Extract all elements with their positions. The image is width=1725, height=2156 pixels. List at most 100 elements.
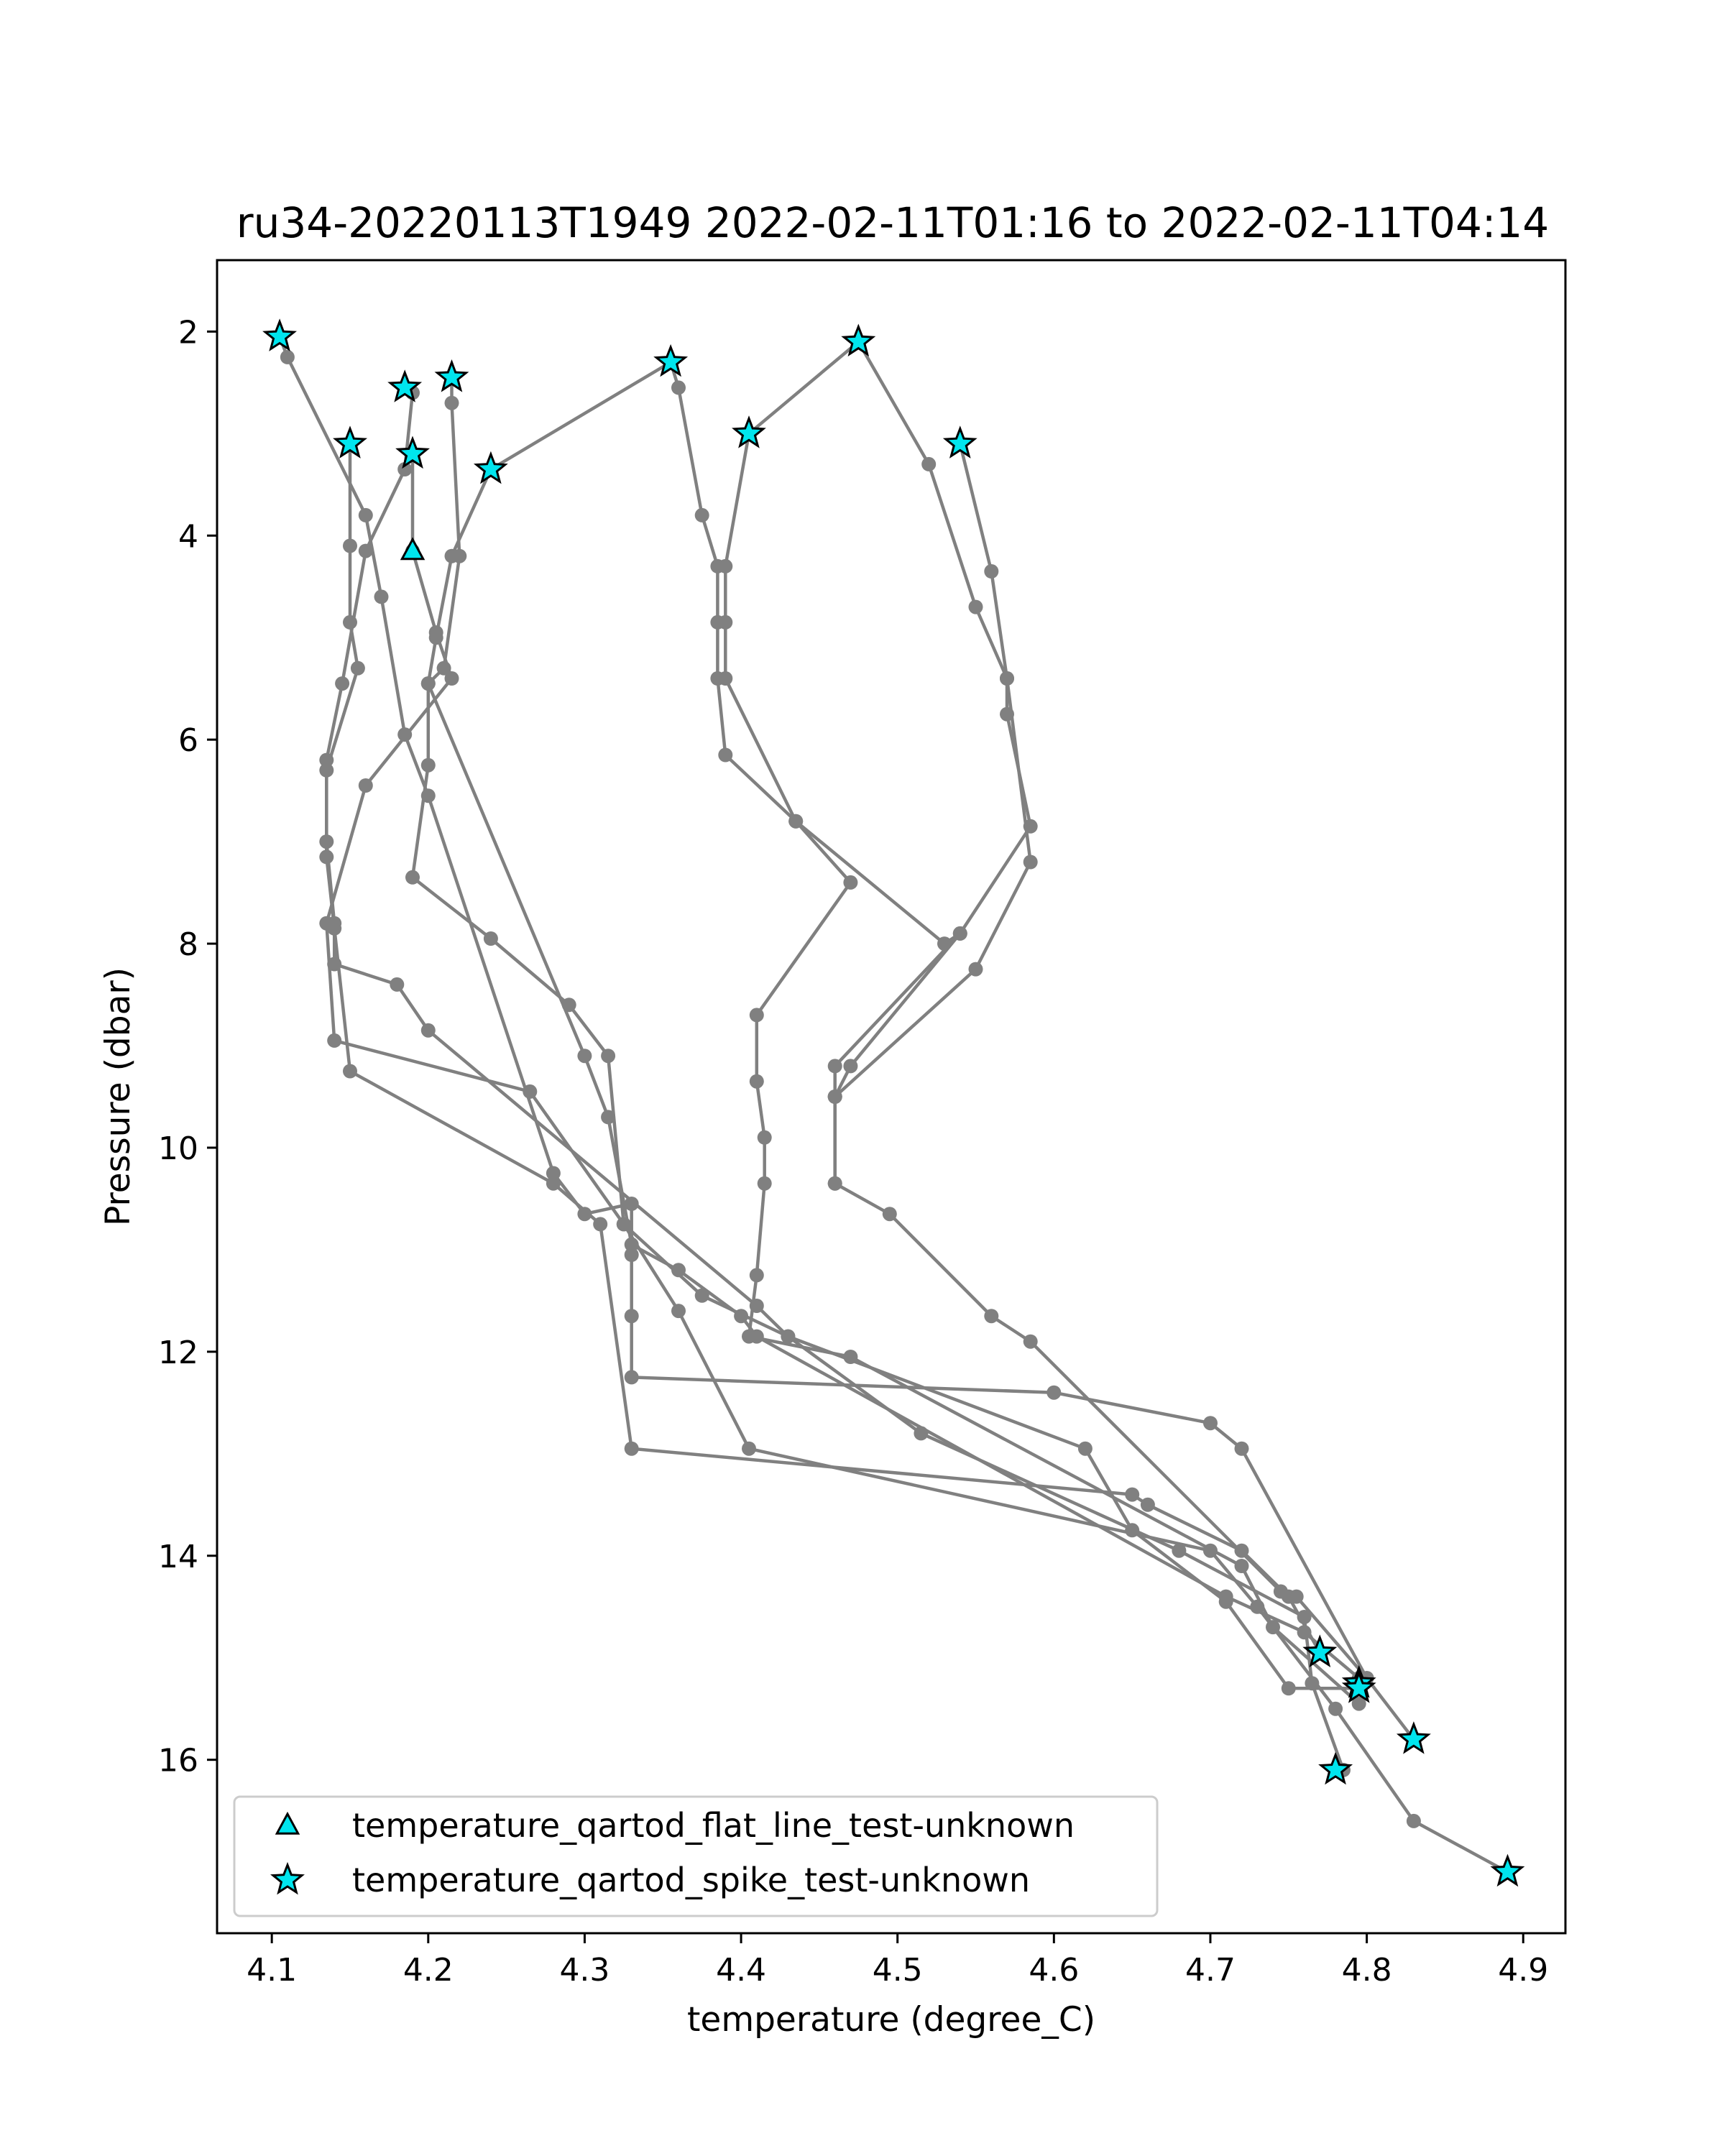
- data-point: [984, 1309, 999, 1324]
- y-tick-label: 12: [158, 1335, 198, 1371]
- spike-test-flag-marker: [1302, 1634, 1338, 1667]
- data-point: [671, 1263, 686, 1278]
- data-point: [1297, 1625, 1312, 1640]
- data-point: [546, 1166, 561, 1181]
- data-point: [1203, 1416, 1218, 1431]
- data-point: [742, 1329, 756, 1344]
- data-point: [694, 1288, 709, 1303]
- data-point: [624, 1309, 639, 1324]
- data-point: [1266, 1620, 1280, 1635]
- profile-line: [325, 386, 1359, 1690]
- x-tick-label: 4.3: [559, 1952, 610, 1989]
- data-point: [671, 380, 686, 395]
- data-point: [390, 977, 405, 992]
- x-tick-label: 4.6: [1029, 1952, 1079, 1989]
- y-tick-label: 8: [178, 926, 198, 963]
- data-point: [601, 1049, 616, 1064]
- x-axis: 4.1 4.2 4.3 4.4 4.5 4.6 4.7 4.8 4.9: [247, 1933, 1548, 1989]
- data-point: [1023, 854, 1038, 870]
- data-point: [718, 614, 733, 630]
- data-point: [734, 1309, 749, 1324]
- data-point: [952, 926, 967, 941]
- data-point: [420, 1023, 436, 1038]
- data-point: [718, 671, 733, 686]
- data-point: [319, 916, 334, 931]
- legend-label: temperature_qartod_spike_test-unknown: [352, 1861, 1030, 1899]
- data-point: [624, 1237, 639, 1252]
- spike-test-flag-marker: [942, 425, 978, 459]
- data-point: [428, 630, 443, 645]
- data-point: [420, 676, 436, 691]
- spike-test-flag-marker: [333, 425, 367, 459]
- data-point: [749, 1008, 764, 1023]
- data-point: [577, 1049, 592, 1064]
- spike-test-flag-marker: [473, 451, 508, 484]
- spike-test-flag-marker: [1396, 1721, 1431, 1754]
- data-point: [343, 538, 357, 553]
- data-point: [671, 1304, 686, 1319]
- y-axis: 2 4 6 8 10 12 14 16: [158, 314, 217, 1779]
- profile-series: [319, 380, 1366, 1696]
- data-point: [358, 507, 373, 522]
- spike-test-flag-marker: [1341, 1670, 1376, 1703]
- data-point: [827, 1089, 842, 1104]
- data-point: [749, 1268, 764, 1283]
- data-point: [1234, 1441, 1249, 1456]
- y-tick-label: 16: [158, 1743, 198, 1779]
- data-point: [843, 1059, 858, 1074]
- profile-line: [834, 443, 1032, 1098]
- data-point: [1234, 1559, 1249, 1573]
- legend-star-marker: [270, 1861, 305, 1895]
- plot-frame: [216, 259, 1567, 1935]
- data-point: [742, 1441, 756, 1456]
- data-point: [624, 1370, 639, 1385]
- spike-test-flag-marker: [1490, 1853, 1525, 1887]
- y-tick-label: 6: [178, 722, 198, 759]
- spike-test-flag-marker: [841, 323, 876, 356]
- x-tick-label: 4.8: [1342, 1952, 1392, 1989]
- spike-test-flag-marker: [387, 369, 423, 402]
- data-point: [343, 1064, 357, 1079]
- data-point: [749, 1074, 764, 1089]
- y-tick-label: 4: [178, 518, 198, 555]
- data-point: [1281, 1681, 1296, 1696]
- data-point: [718, 558, 733, 573]
- chart-title: ru34-20220113T1949 2022-02-11T01:16 to 2…: [236, 198, 1549, 247]
- y-tick-label: 10: [158, 1130, 198, 1167]
- profile-line: [325, 443, 1322, 1654]
- data-point: [843, 875, 858, 890]
- data-point: [1273, 1584, 1288, 1599]
- data-point: [968, 962, 983, 977]
- data-point: [1172, 1543, 1187, 1558]
- data-point: [546, 1176, 561, 1191]
- profile-series: [319, 436, 1328, 1660]
- data-point: [444, 395, 459, 410]
- legend-box: [233, 1795, 1159, 1917]
- data-point: [397, 462, 413, 476]
- data-point: [374, 589, 389, 604]
- y-axis-label: Pressure (dbar): [98, 967, 138, 1226]
- x-tick-label: 4.5: [873, 1952, 923, 1989]
- data-point: [921, 456, 937, 471]
- legend-label: temperature_qartod_flat_line_test-unknow…: [352, 1806, 1075, 1845]
- data-point: [358, 778, 373, 793]
- data-point: [1077, 1441, 1092, 1456]
- x-tick-label: 4.1: [247, 1952, 297, 1989]
- x-tick-label: 4.9: [1498, 1952, 1548, 1989]
- data-point: [882, 1207, 897, 1222]
- spike-test-flag-marker: [395, 436, 430, 469]
- legend-triangle-marker: [275, 1811, 300, 1835]
- data-point: [1218, 1589, 1233, 1604]
- data-point: [843, 1350, 858, 1364]
- data-point: [757, 1176, 772, 1191]
- data-point: [1046, 1385, 1062, 1400]
- y-tick-label: 2: [178, 314, 198, 351]
- data-point: [523, 1084, 538, 1099]
- data-point: [358, 543, 373, 558]
- data-point: [1406, 1813, 1421, 1828]
- profile-line: [426, 361, 1361, 1680]
- spike-test-flag-marker: [262, 318, 297, 351]
- x-tick-label: 4.2: [403, 1952, 454, 1989]
- spike-test-flag-marker: [1318, 1751, 1353, 1785]
